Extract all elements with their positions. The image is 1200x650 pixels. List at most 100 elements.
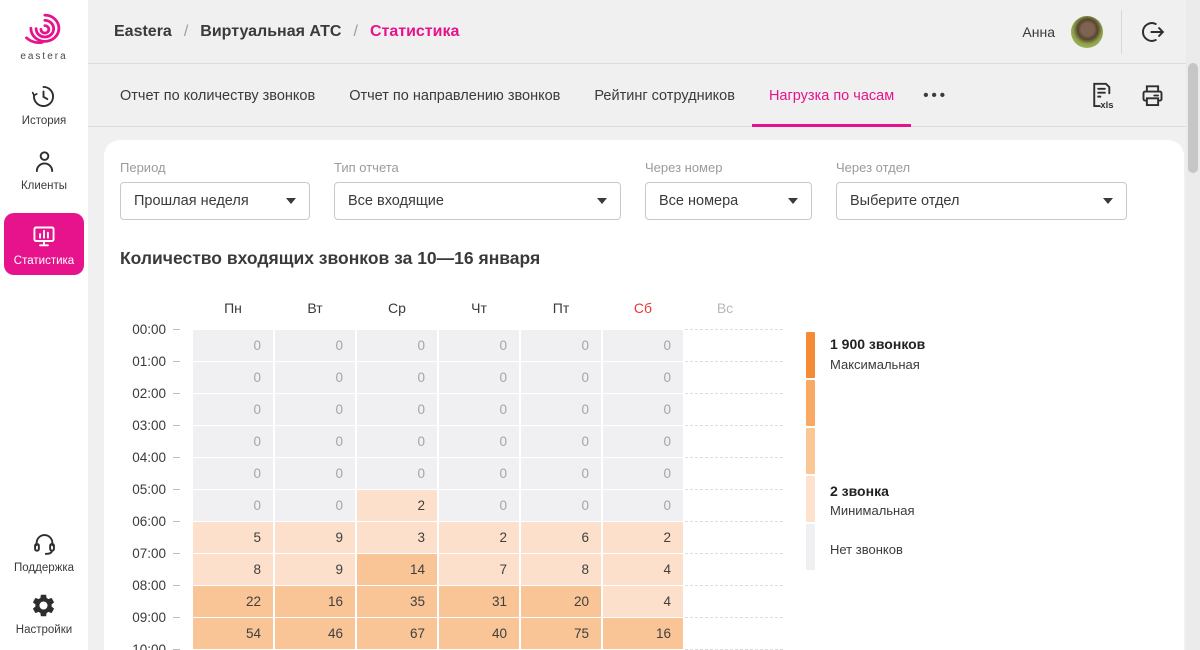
print-button[interactable] bbox=[1139, 82, 1166, 109]
tab-employee-rating[interactable]: Рейтинг сотрудников bbox=[577, 65, 752, 126]
tab-calls-direction-report[interactable]: Отчет по направлению звонков bbox=[332, 65, 577, 126]
legend-segment bbox=[806, 476, 815, 522]
heatmap-cell[interactable]: 35 bbox=[357, 586, 437, 617]
heatmap-cell[interactable]: 75 bbox=[521, 618, 601, 649]
brand-logo[interactable]: eastera bbox=[20, 10, 67, 62]
sidebar-item-history[interactable]: История bbox=[22, 83, 66, 127]
heatmap-cell[interactable]: 4 bbox=[603, 586, 683, 617]
heatmap-cell[interactable]: 16 bbox=[275, 586, 355, 617]
axis-tick bbox=[173, 585, 180, 586]
heatmap-cell[interactable]: 0 bbox=[275, 490, 355, 521]
heatmap-cell[interactable]: 0 bbox=[521, 426, 601, 457]
heatmap-cell[interactable]: 54 bbox=[193, 618, 273, 649]
heatmap-cell[interactable]: 0 bbox=[521, 458, 601, 489]
heatmap-cell[interactable]: 67 bbox=[357, 618, 437, 649]
sidebar-item-clients[interactable]: Клиенты bbox=[21, 148, 67, 192]
heatmap-cell[interactable]: 0 bbox=[193, 394, 273, 425]
heatmap-cell[interactable]: 0 bbox=[603, 490, 683, 521]
heatmap-cell[interactable]: 0 bbox=[439, 490, 519, 521]
report-title: Количество входящих звонков за 10—16 янв… bbox=[120, 248, 541, 268]
heatmap-cell[interactable]: 0 bbox=[521, 394, 601, 425]
filter-department: Через отдел Выберите отдел bbox=[836, 160, 1127, 220]
heatmap-cell[interactable]: 0 bbox=[193, 426, 273, 457]
tab-hourly-load[interactable]: Нагрузка по часам bbox=[751, 65, 912, 127]
heatmap-cell[interactable]: 0 bbox=[439, 458, 519, 489]
axis-tick bbox=[173, 521, 180, 522]
heatmap-cell[interactable]: 16 bbox=[603, 618, 683, 649]
heatmap-cell[interactable]: 0 bbox=[193, 330, 273, 361]
heatmap-cell[interactable]: 7 bbox=[439, 554, 519, 585]
sidebar-item-settings[interactable]: Настройки bbox=[16, 592, 72, 636]
number-select[interactable]: Все номера bbox=[645, 182, 812, 220]
heatmap-cell[interactable]: 5 bbox=[193, 522, 273, 553]
select-value: Выберите отдел bbox=[850, 193, 960, 209]
day-header: Вт bbox=[307, 300, 323, 316]
heatmap-cell[interactable]: 46 bbox=[275, 618, 355, 649]
heatmap-cell[interactable]: 0 bbox=[603, 362, 683, 393]
heatmap-cell[interactable]: 0 bbox=[603, 458, 683, 489]
heatmap-cell[interactable]: 22 bbox=[193, 586, 273, 617]
heatmap-cell[interactable]: 0 bbox=[439, 394, 519, 425]
heatmap-cell[interactable]: 9 bbox=[275, 522, 355, 553]
heatmap-cell[interactable]: 0 bbox=[275, 330, 355, 361]
brand-name: eastera bbox=[20, 51, 68, 62]
more-tabs-button[interactable]: ••• bbox=[923, 87, 948, 104]
heatmap-cell[interactable]: 0 bbox=[521, 330, 601, 361]
time-label: 04:00 bbox=[132, 450, 166, 465]
heatmap-cell[interactable]: 14 bbox=[357, 554, 437, 585]
heatmap-cell[interactable]: 4 bbox=[603, 554, 683, 585]
heatmap-cell[interactable]: 0 bbox=[357, 362, 437, 393]
heatmap-cell[interactable]: 0 bbox=[521, 362, 601, 393]
heatmap-cell[interactable]: 8 bbox=[193, 554, 273, 585]
heatmap-cell[interactable]: 0 bbox=[439, 426, 519, 457]
heatmap-cell bbox=[685, 489, 783, 521]
heatmap-cell[interactable]: 0 bbox=[357, 458, 437, 489]
filter-label: Через отдел bbox=[836, 160, 911, 175]
select-value: Все номера bbox=[659, 193, 739, 209]
logout-button[interactable] bbox=[1140, 19, 1166, 45]
heatmap-cell[interactable]: 0 bbox=[275, 362, 355, 393]
heatmap-cell[interactable]: 0 bbox=[275, 458, 355, 489]
breadcrumb-section[interactable]: Виртуальная АТС bbox=[200, 22, 342, 40]
filter-number: Через номер Все номера bbox=[645, 160, 812, 220]
scrollbar-thumb[interactable] bbox=[1188, 63, 1198, 173]
heatmap-chart: Пн Вт Ср Чт Пт Сб Вс 00:00 0 0 0 0 0 0 01:00 0 0 0 0 0 0 02:… bbox=[120, 300, 1168, 650]
department-select[interactable]: Выберите отдел bbox=[836, 182, 1127, 220]
heatmap-cell[interactable]: 0 bbox=[603, 330, 683, 361]
period-select[interactable]: Прошлая неделя bbox=[120, 182, 310, 220]
heatmap-cell[interactable]: 9 bbox=[275, 554, 355, 585]
heatmap-cell[interactable]: 6 bbox=[521, 522, 601, 553]
avatar[interactable] bbox=[1071, 15, 1103, 48]
heatmap-cell[interactable]: 0 bbox=[193, 458, 273, 489]
heatmap-cell[interactable]: 2 bbox=[357, 490, 437, 521]
heatmap-cell[interactable]: 0 bbox=[357, 330, 437, 361]
heatmap-cell[interactable]: 20 bbox=[521, 586, 601, 617]
heatmap-cell[interactable]: 0 bbox=[357, 426, 437, 457]
heatmap-cell[interactable]: 0 bbox=[357, 394, 437, 425]
sidebar: eastera История Клиенты bbox=[0, 0, 88, 650]
report-type-select[interactable]: Все входящие bbox=[334, 182, 621, 220]
sidebar-item-label: Клиенты bbox=[20, 180, 68, 192]
heatmap-cell[interactable]: 0 bbox=[439, 330, 519, 361]
heatmap-cell[interactable]: 0 bbox=[275, 426, 355, 457]
heatmap-cell[interactable]: 0 bbox=[193, 362, 273, 393]
heatmap-cell[interactable]: 0 bbox=[439, 362, 519, 393]
sidebar-item-support[interactable]: Поддержка bbox=[14, 530, 74, 574]
heatmap-cell[interactable]: 8 bbox=[521, 554, 601, 585]
heatmap-cell[interactable]: 2 bbox=[603, 522, 683, 553]
export-xls-button[interactable]: xls bbox=[1088, 81, 1115, 110]
sidebar-item-statistics[interactable]: Статистика bbox=[4, 213, 84, 275]
heatmap-cell[interactable]: 31 bbox=[439, 586, 519, 617]
heatmap-cell[interactable]: 2 bbox=[439, 522, 519, 553]
heatmap-cell bbox=[685, 553, 783, 585]
heatmap-cell[interactable]: 0 bbox=[603, 426, 683, 457]
breadcrumb-root[interactable]: Eastera bbox=[114, 22, 172, 40]
heatmap-cell[interactable]: 0 bbox=[521, 490, 601, 521]
heatmap-cell[interactable]: 3 bbox=[357, 522, 437, 553]
heatmap-cell[interactable]: 0 bbox=[193, 490, 273, 521]
heatmap-cell[interactable]: 0 bbox=[603, 394, 683, 425]
heatmap-cell[interactable]: 40 bbox=[439, 618, 519, 649]
tab-calls-count-report[interactable]: Отчет по количеству звонков bbox=[103, 65, 332, 126]
heatmap-cell[interactable]: 0 bbox=[275, 394, 355, 425]
scrollbar-track[interactable] bbox=[1186, 0, 1200, 650]
